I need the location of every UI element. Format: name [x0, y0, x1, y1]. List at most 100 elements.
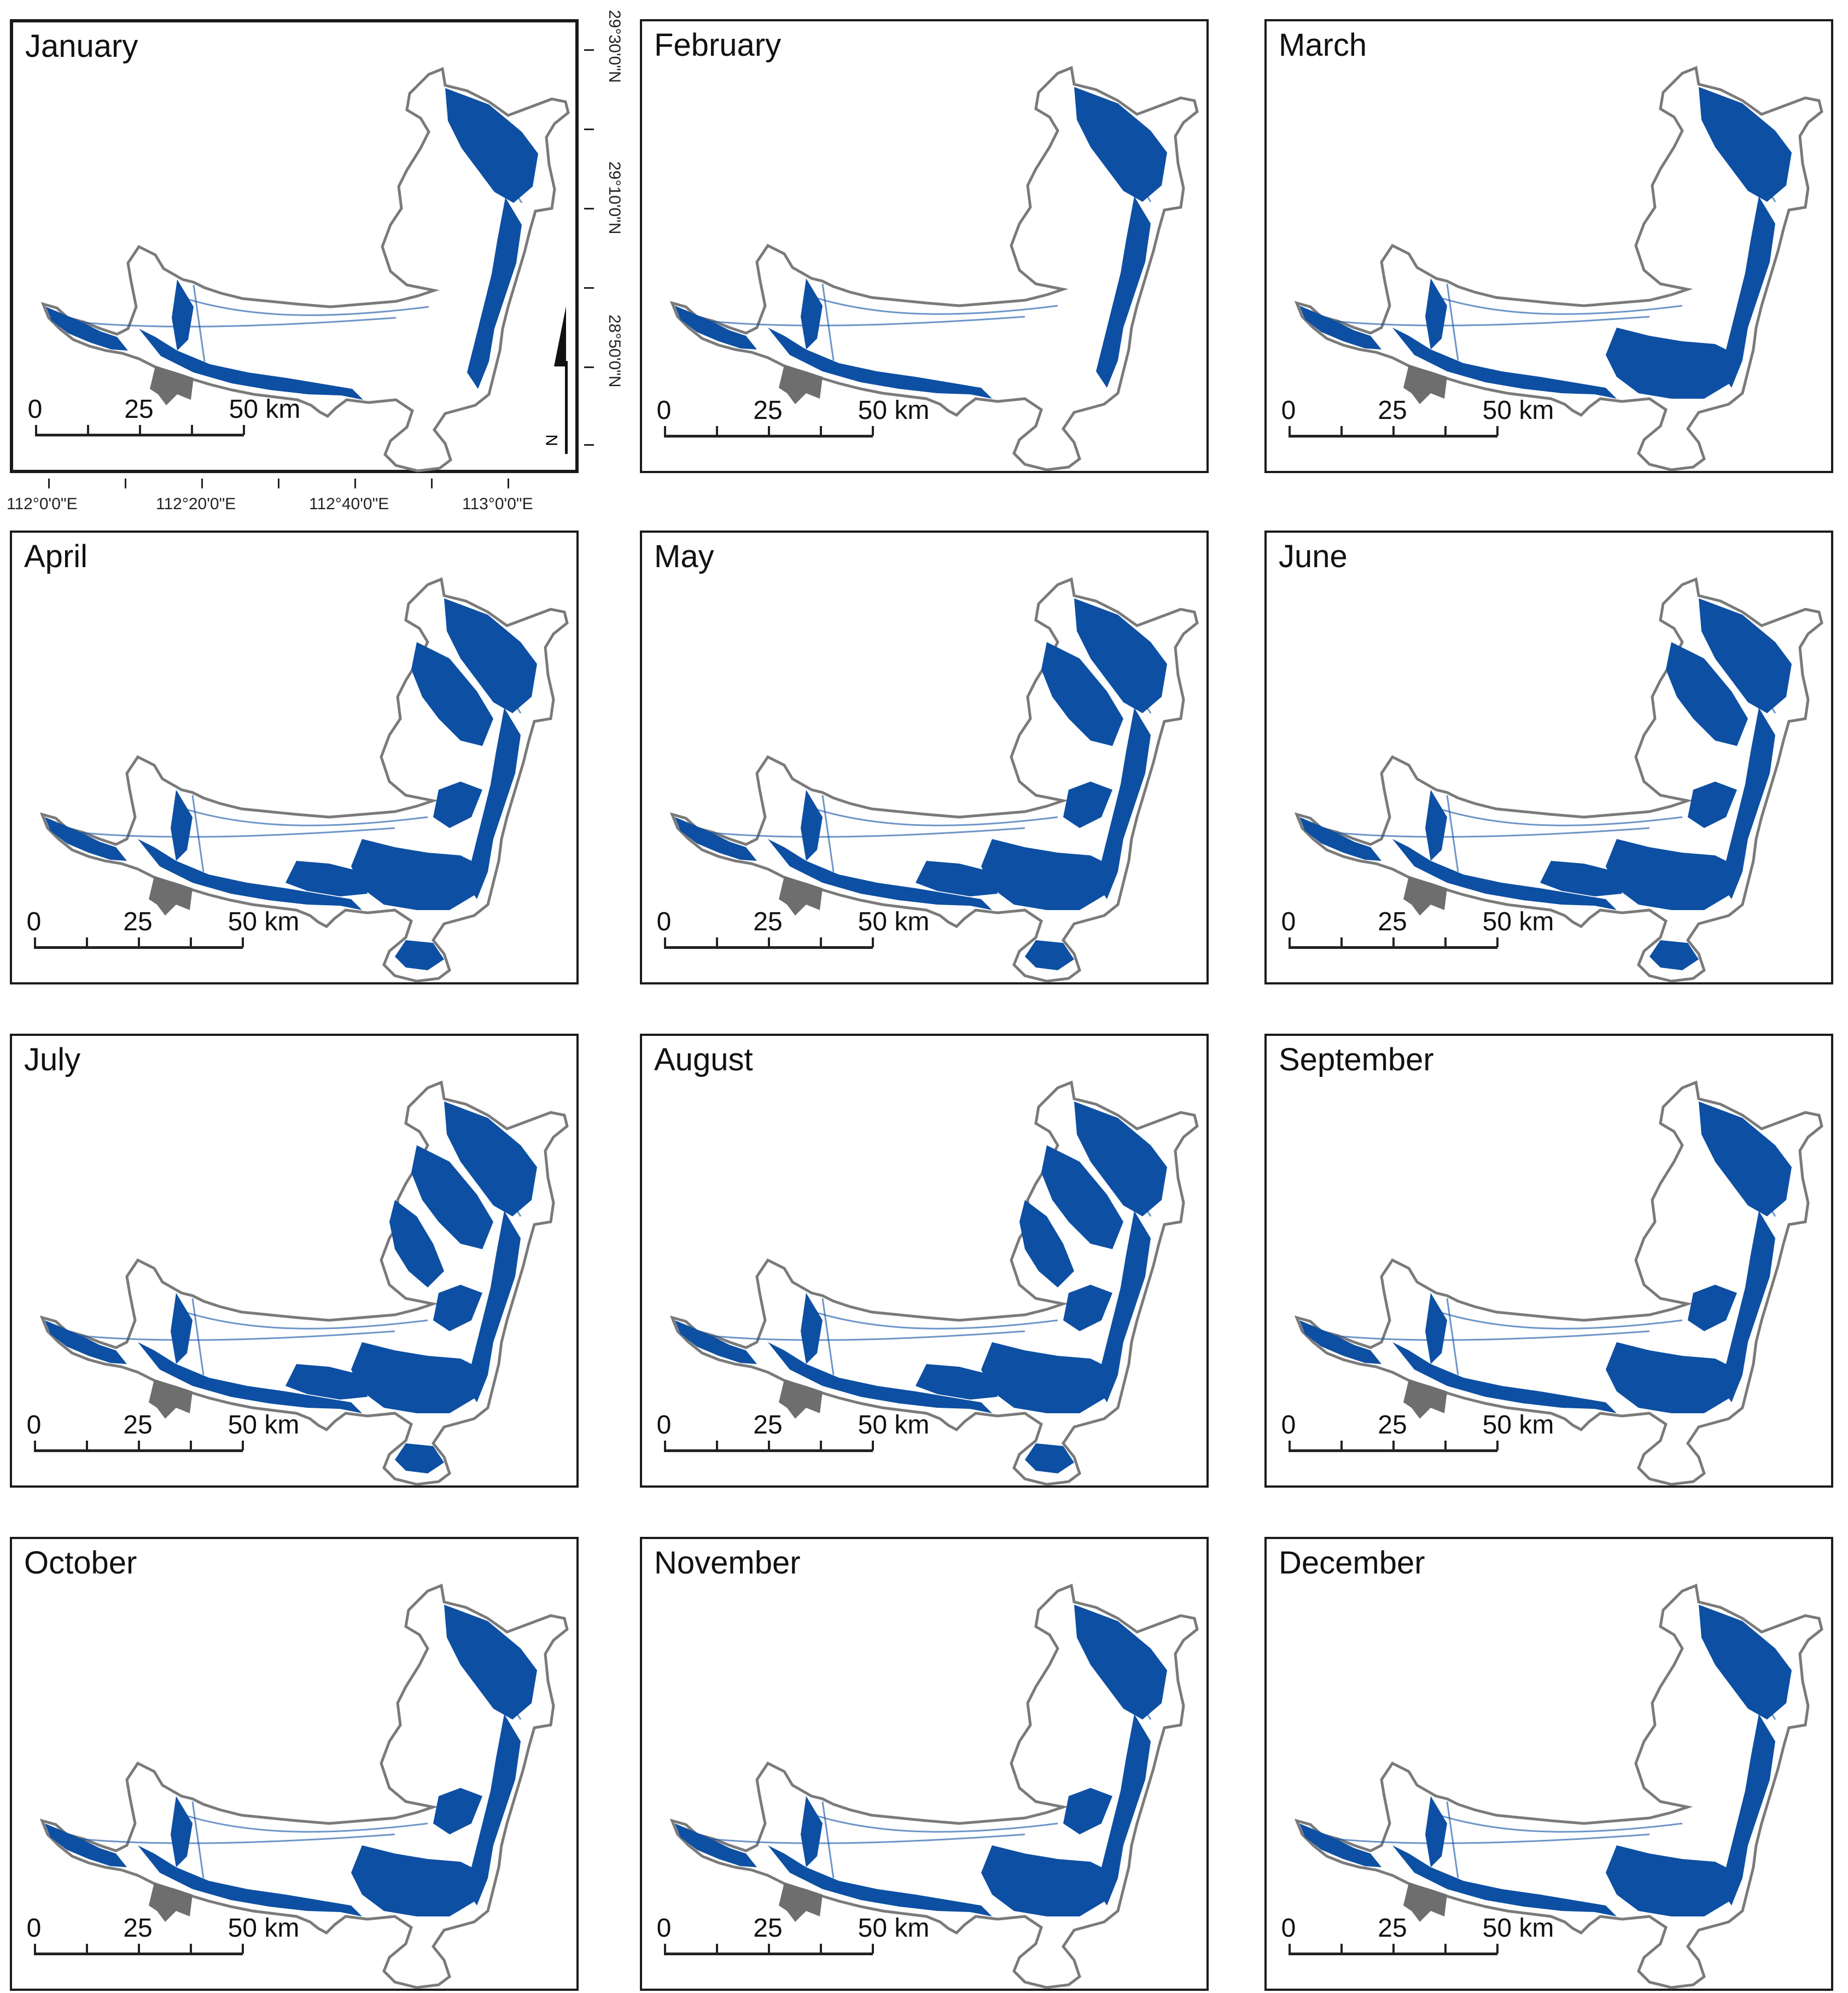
map-panel-june: June 0 25 50 km [1264, 531, 1833, 984]
scale-bar-tick [872, 937, 874, 947]
river-channel [707, 827, 1025, 838]
scale-bar-label: 0 [656, 907, 672, 936]
scale-bar-label: 0 [26, 1411, 42, 1440]
scale-bar-label: 0 [1281, 1411, 1296, 1440]
scale-bar-line [34, 946, 243, 949]
scale-bar: 0 25 50 km [27, 1913, 299, 1979]
water-body [1063, 1285, 1112, 1331]
scale-bar-tick [768, 1441, 770, 1450]
water-body [1392, 328, 1617, 399]
scale-bar-label: 50 km [1482, 907, 1554, 936]
scale-bar-tick [34, 937, 36, 947]
scale-bar: 0 25 50 km [657, 395, 929, 461]
hill-area [150, 366, 194, 405]
water-body [445, 88, 538, 203]
water-body [1606, 1845, 1737, 1916]
lat-tick [584, 444, 594, 446]
month-label: March [1279, 27, 1367, 63]
lake-water-extent-map [39, 577, 569, 983]
scale-bar-label: 0 [656, 396, 672, 425]
water-body [1074, 598, 1167, 713]
scale-bar-tick [872, 426, 874, 436]
water-body [981, 1342, 1112, 1413]
river-channel [1446, 795, 1459, 872]
water-body [768, 1342, 992, 1413]
scale-bar-tick [34, 1441, 36, 1450]
hill-area [779, 1883, 823, 1922]
river-channel [1446, 283, 1459, 361]
month-label: April [24, 539, 88, 574]
scale-bar-line [664, 946, 873, 949]
month-label: November [654, 1545, 801, 1581]
scale-bar-label: 50 km [858, 1411, 930, 1440]
lake-water-extent-map [669, 66, 1199, 471]
river-channel [191, 1801, 205, 1879]
scale-bar-label: 50 km [858, 396, 930, 425]
scale-bar-tick [1444, 1944, 1447, 1954]
water-body [45, 1823, 127, 1867]
water-body [285, 861, 368, 896]
scale-bar-tick [34, 1944, 36, 1954]
water-body [138, 1845, 362, 1916]
river-channel [1332, 1330, 1650, 1341]
scale-bar-tick [716, 1441, 718, 1450]
water-body [389, 1200, 444, 1287]
river-channel [77, 827, 395, 838]
lake-water-extent-map [39, 1583, 569, 1989]
water-body [1688, 1285, 1737, 1331]
river-channel [191, 1298, 205, 1376]
scale-bar-tick [1392, 1441, 1395, 1450]
lat-label-28-50: 28°50'0"N [605, 314, 623, 388]
scale-bar-label: 25 [1378, 907, 1407, 936]
river-channel [1332, 1833, 1650, 1844]
river-channel [806, 1811, 1058, 1833]
scale-bar-tick [138, 1944, 140, 1954]
scale-bar-tick [820, 1944, 822, 1954]
water-body [433, 1788, 482, 1834]
scale-bar-tick [664, 1441, 666, 1450]
water-body [395, 1443, 444, 1473]
water-body [1540, 861, 1622, 896]
water-body [1425, 1796, 1447, 1867]
scale-bar-tick [768, 1944, 770, 1954]
lat-tick [584, 129, 594, 130]
month-label: August [654, 1042, 753, 1077]
month-label: June [1279, 539, 1348, 574]
scale-bar-tick [820, 937, 822, 947]
scale-bar-label: 0 [26, 1914, 42, 1943]
scale-bar-tick [190, 1944, 192, 1954]
water-body [1392, 839, 1617, 910]
scale-bar-label: 0 [26, 907, 42, 936]
map-panel-february: February 0 25 50 km [640, 19, 1209, 473]
river-channel [1332, 316, 1650, 327]
water-body [46, 307, 128, 351]
map-panel-august: August 0 25 50 km [640, 1034, 1209, 1488]
water-body [801, 278, 823, 349]
water-body [801, 1293, 823, 1364]
scale-bar: 0 25 50 km [27, 907, 299, 972]
scale-bar-tick [190, 1441, 192, 1450]
water-body [466, 1211, 521, 1402]
water-body [1649, 940, 1699, 970]
scale-bar-label: 50 km [229, 395, 301, 424]
scale-bar: 0 25 50 km [1281, 395, 1554, 461]
hill-area [149, 1883, 193, 1922]
lake-water-extent-map [1294, 66, 1823, 471]
scale-bar-label: 0 [656, 1914, 672, 1943]
water-body [981, 1845, 1112, 1916]
lake-water-extent-map [1294, 1080, 1823, 1486]
lake-water-extent-map [1294, 1583, 1823, 1989]
north-arrow-label: N [543, 434, 561, 446]
water-body [1063, 782, 1112, 828]
scale-bar-line [664, 1449, 873, 1452]
lon-tick [431, 479, 433, 488]
water-body [45, 817, 127, 861]
water-body [1019, 1200, 1074, 1287]
water-body [466, 1714, 521, 1905]
month-label: July [24, 1042, 81, 1077]
river-channel [707, 1833, 1025, 1844]
lat-tick [584, 366, 594, 368]
water-body [916, 1364, 998, 1400]
scale-bar-line [1289, 1953, 1497, 1955]
scale-bar-tick [1289, 937, 1291, 947]
